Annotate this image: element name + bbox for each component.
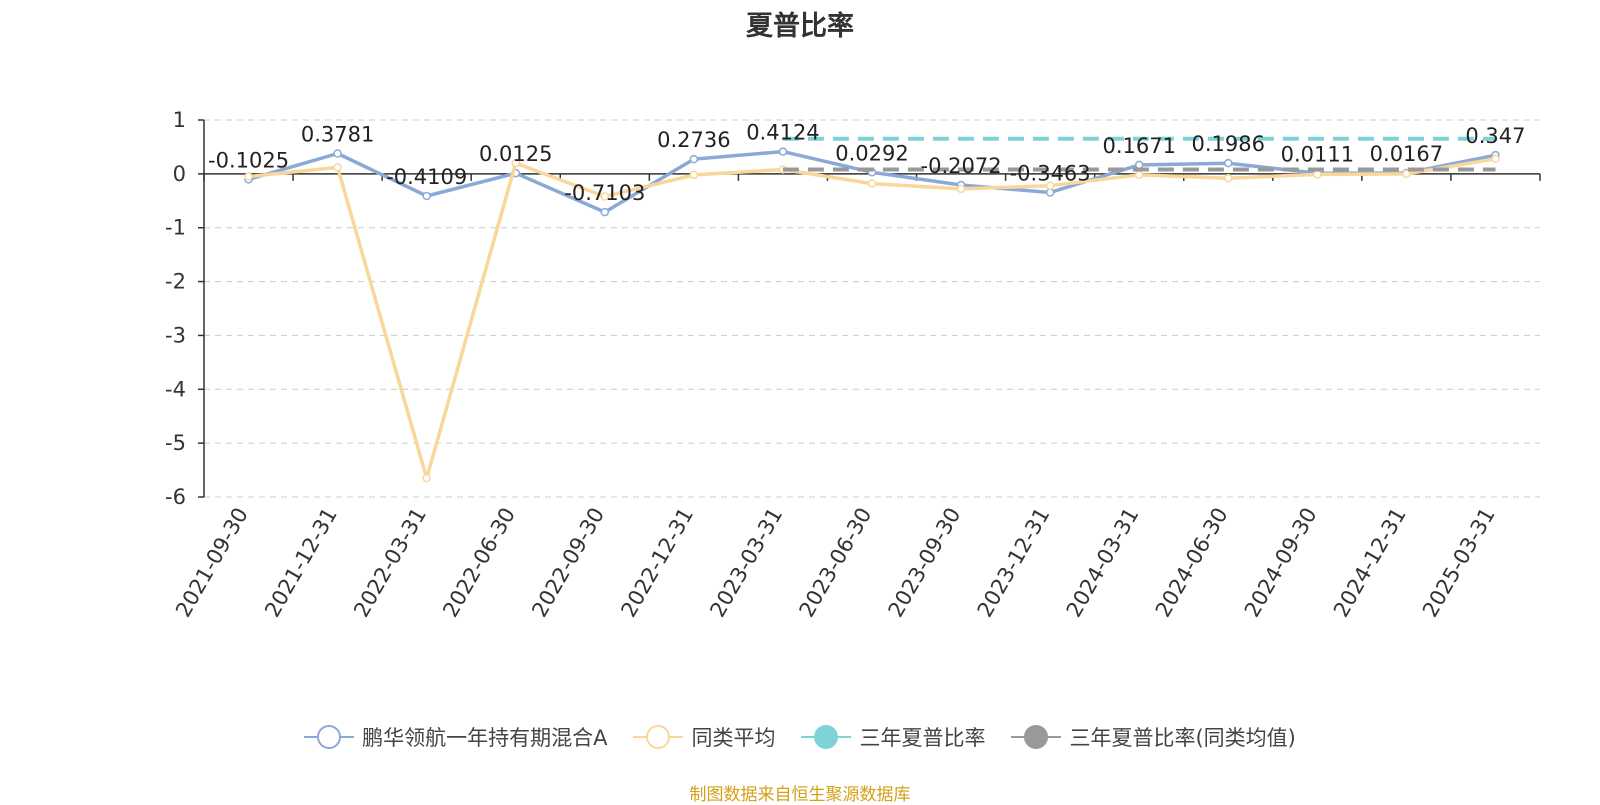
legend-label: 三年夏普比率(同类均值) <box>1069 726 1296 750</box>
data-label: -0.4109 <box>386 165 467 189</box>
legend-label: 同类平均 <box>691 726 776 750</box>
data-point <box>1134 160 1144 170</box>
x-tick-label: 2023-06-30 <box>795 504 877 622</box>
data-point <box>1045 181 1055 190</box>
legend-marker-icon <box>633 725 684 749</box>
data-label: 0.0292 <box>835 141 908 165</box>
data-point <box>422 473 431 483</box>
x-tick-label: 2023-12-31 <box>973 504 1055 622</box>
legend-item[interactable]: 同类平均 <box>633 722 775 752</box>
data-label: 0.1671 <box>1102 134 1175 158</box>
x-tick-label: 2023-03-31 <box>705 504 787 622</box>
series-line-1 <box>248 157 1496 480</box>
data-point <box>778 147 788 156</box>
legend-label: 鹏华领航一年持有期混合A <box>362 726 608 750</box>
y-tick-label: -6 <box>165 485 186 509</box>
data-label: -0.2072 <box>921 154 1002 178</box>
data-point <box>600 207 610 217</box>
x-tick-label: 2024-09-30 <box>1240 504 1322 622</box>
legend-item[interactable]: 三年夏普比率(同类均值) <box>1011 722 1296 752</box>
x-tick-label: 2023-09-30 <box>884 504 966 622</box>
data-point <box>1491 154 1500 164</box>
data-label: 0.1986 <box>1192 132 1265 156</box>
data-point <box>689 170 699 180</box>
y-tick-label: 0 <box>173 162 186 186</box>
x-tick-label: 2025-03-31 <box>1418 504 1500 622</box>
data-point <box>1045 188 1055 197</box>
x-tick-label: 2022-12-31 <box>616 504 698 622</box>
source-note: 制图数据来自恒生聚源数据库 <box>689 785 911 805</box>
data-label: -0.3463 <box>1010 162 1091 186</box>
x-tick-label: 2022-03-31 <box>349 503 431 621</box>
x-tick-label: 2024-06-30 <box>1151 504 1233 622</box>
legend: 鹏华领航一年持有期混合A 同类平均 三年夏普比率 三年夏普比率(同类均值) <box>0 722 1600 752</box>
y-tick-label: -4 <box>165 377 186 401</box>
data-point <box>1224 173 1233 183</box>
data-point <box>600 192 610 201</box>
data-point <box>511 158 520 168</box>
data-point <box>333 163 342 172</box>
data-label: 0.4124 <box>746 121 819 145</box>
x-tick-label: 2022-09-30 <box>527 504 609 622</box>
legend-item[interactable]: 鹏华领航一年持有期混合A <box>304 722 607 752</box>
data-point <box>956 184 966 194</box>
x-tick-label: 2024-03-31 <box>1062 504 1144 622</box>
data-label: 0.2736 <box>657 128 730 152</box>
y-tick-label: -2 <box>165 270 186 294</box>
data-label: 0.0111 <box>1281 142 1354 166</box>
y-tick-label: -5 <box>165 431 186 455</box>
data-point <box>1313 170 1322 179</box>
data-point <box>1402 169 1411 179</box>
data-label: -0.1025 <box>208 148 289 172</box>
legend-marker-icon <box>801 725 852 749</box>
x-tick-label: 2021-12-31 <box>260 504 342 622</box>
data-label: 0.347 <box>1465 124 1525 148</box>
legend-label: 三年夏普比率 <box>859 726 986 750</box>
y-tick-label: 1 <box>173 108 186 132</box>
data-label: 0.0125 <box>479 142 552 166</box>
x-tick-label: 2021-09-30 <box>171 504 253 622</box>
x-tick-label: 2024-12-31 <box>1329 504 1411 622</box>
data-label: 0.0167 <box>1370 142 1443 166</box>
data-label: 0.3781 <box>301 122 374 146</box>
data-label: -0.7103 <box>564 181 645 205</box>
data-point <box>333 149 342 158</box>
data-point <box>422 191 431 201</box>
x-tick-label: 2022-06-30 <box>438 504 520 622</box>
legend-item[interactable]: 三年夏普比率 <box>801 722 985 752</box>
y-tick-label: -1 <box>165 216 186 240</box>
data-point <box>689 154 699 164</box>
data-point <box>1224 158 1233 168</box>
legend-marker-icon <box>1011 725 1062 749</box>
data-point <box>1134 170 1144 180</box>
y-tick-label: -3 <box>165 323 186 347</box>
chart-title: 夏普比率 <box>746 11 854 42</box>
legend-marker-icon <box>304 725 355 749</box>
data-point <box>867 179 877 188</box>
data-point <box>244 172 253 181</box>
